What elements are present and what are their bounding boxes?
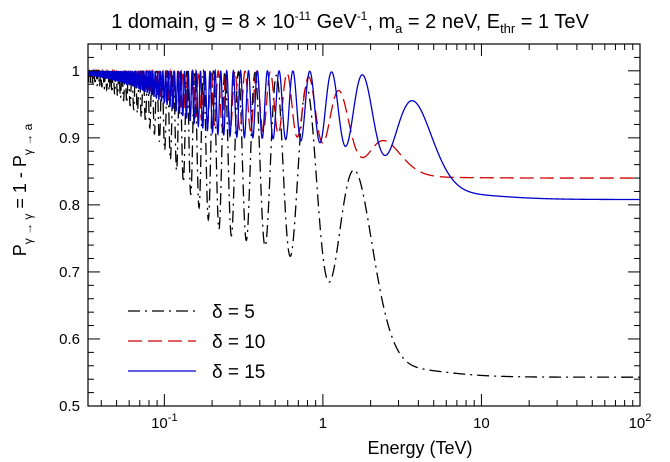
legend-label: δ = 5 [212, 302, 255, 323]
x-axis-label: Energy (TeV) [367, 438, 472, 458]
title-prefix: 1 domain, g = 8 × 10 [111, 11, 294, 33]
y-tick-label: 0.8 [59, 197, 80, 214]
y-tick-label: 0.7 [59, 264, 80, 281]
title-g-unit-exponent: -1 [357, 9, 368, 23]
title-ma-subscript: a [395, 21, 403, 36]
title-ethr-subscript: thr [500, 21, 516, 36]
y-axis: 0.5 0.6 0.7 0.8 0.9 1 [59, 43, 640, 415]
legend-label: δ = 10 [212, 332, 265, 353]
legend-label: δ = 15 [212, 362, 265, 383]
title-g-unit: GeV [311, 11, 357, 33]
chart-title: 1 domain, g = 8 × 10-11 GeV-1, ma = 2 ne… [111, 9, 589, 36]
plot-frame [87, 43, 641, 407]
ylabel-p2-subscript: γ → a [21, 123, 35, 155]
x-tick-label: 102 [629, 412, 652, 432]
series-line [88, 68, 640, 201]
x-tick-label: 1 [319, 415, 327, 432]
title-ma-text: , m [367, 11, 395, 33]
title-ma-value: = 2 neV, E [402, 11, 500, 33]
title-ethr-value: = 1 TeV [515, 11, 589, 33]
ylabel-mid: = 1 - P [10, 155, 30, 214]
y-tick-label: 0.5 [59, 398, 80, 415]
plot-area: 10-1 1 10 102 0.5 0.6 0.7 0.8 0.9 1 [59, 43, 652, 432]
legend: δ = 5 δ = 10 δ = 15 [128, 302, 265, 383]
x-tick-label: 10 [473, 415, 490, 432]
y-tick-label: 0.6 [59, 331, 80, 348]
x-axis: 10-1 1 10 102 [100, 44, 652, 432]
data-curves [88, 68, 640, 378]
ylabel-p1: P [10, 244, 30, 256]
ylabel-p1-subscript: γ → γ [21, 214, 35, 245]
title-g-exponent: -11 [295, 9, 312, 23]
series-line [88, 68, 640, 378]
y-axis-label: Pγ → γ = 1 - Pγ → a [10, 123, 35, 256]
y-tick-label: 0.9 [59, 130, 80, 147]
x-tick-label: 10-1 [151, 412, 177, 432]
y-tick-label: 1 [72, 63, 80, 80]
